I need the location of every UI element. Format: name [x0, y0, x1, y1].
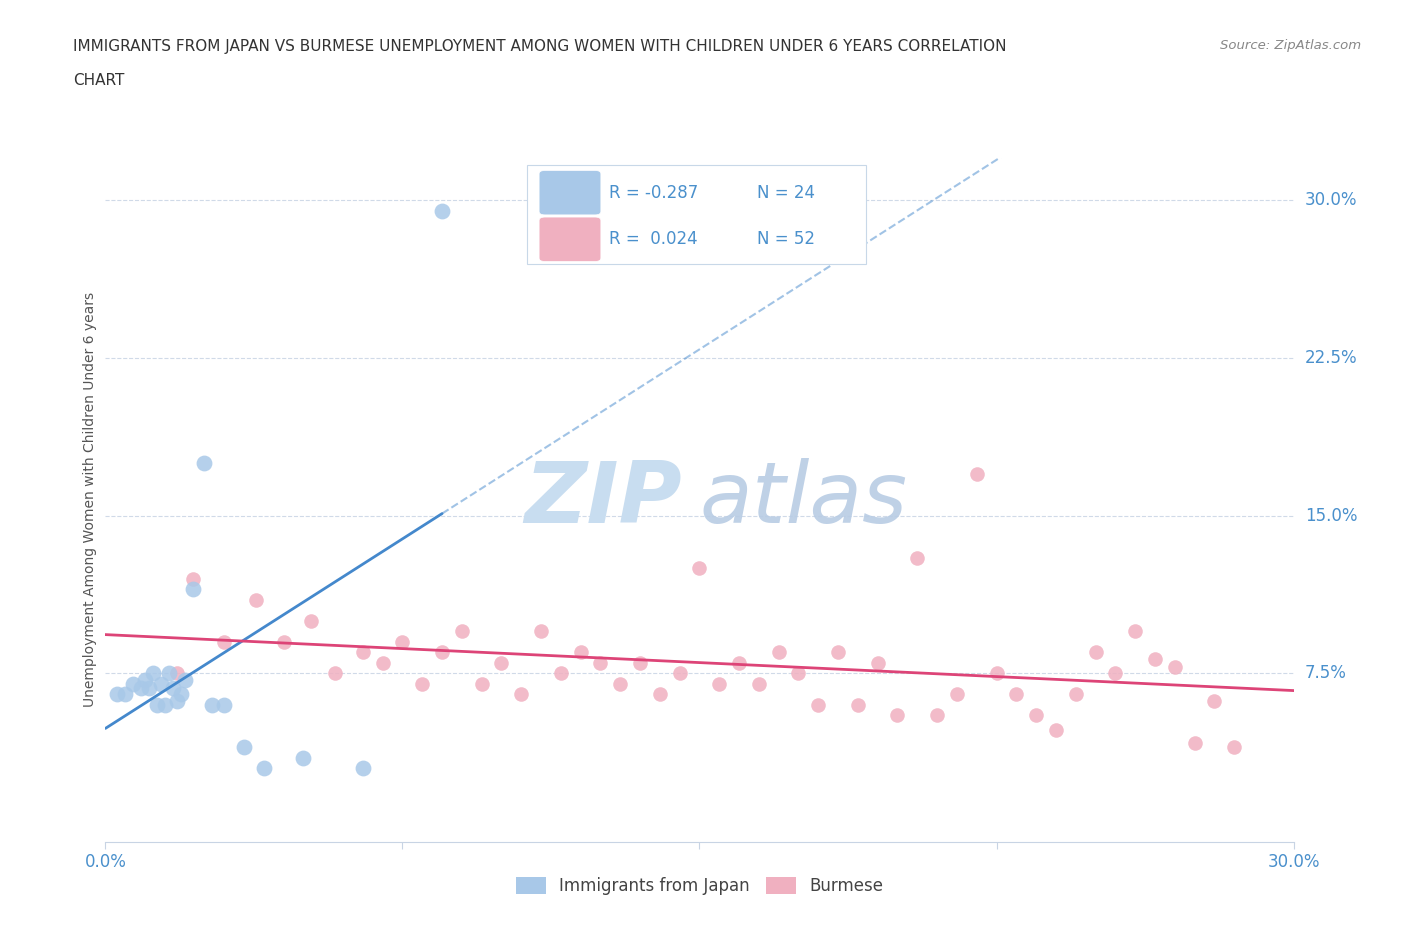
Text: 15.0%: 15.0%	[1305, 507, 1357, 525]
Point	[105, 687, 128, 702]
Point	[153, 698, 176, 712]
Point	[214, 698, 236, 712]
FancyBboxPatch shape	[538, 217, 600, 261]
Point	[905, 551, 928, 565]
Point	[129, 681, 152, 696]
Point	[114, 687, 136, 702]
Point	[299, 614, 322, 629]
Legend: Immigrants from Japan, Burmese: Immigrants from Japan, Burmese	[509, 870, 890, 902]
Point	[846, 698, 869, 712]
Y-axis label: Unemployment Among Women with Children Under 6 years: Unemployment Among Women with Children U…	[83, 292, 97, 708]
Point	[323, 666, 346, 681]
Point	[253, 761, 276, 776]
Point	[491, 656, 513, 671]
Point	[292, 751, 315, 765]
Text: 30.0%: 30.0%	[1305, 192, 1357, 209]
Point	[966, 466, 988, 481]
Point	[510, 687, 533, 702]
Point	[946, 687, 969, 702]
Point	[166, 693, 188, 708]
Text: ZIP: ZIP	[524, 458, 682, 541]
Point	[925, 708, 948, 723]
Point	[668, 666, 690, 681]
Point	[986, 666, 1008, 681]
Point	[166, 666, 188, 681]
Point	[134, 672, 156, 687]
Point	[1025, 708, 1047, 723]
Text: N = 52: N = 52	[758, 231, 815, 248]
Point	[352, 644, 374, 659]
Point	[181, 571, 204, 586]
Point	[352, 761, 374, 776]
Point	[273, 634, 295, 649]
Point	[430, 204, 453, 219]
Point	[170, 687, 193, 702]
Point	[709, 676, 731, 691]
Point	[609, 676, 631, 691]
Point	[1204, 693, 1226, 708]
Point	[550, 666, 572, 681]
Point	[201, 698, 224, 712]
Text: CHART: CHART	[73, 73, 125, 87]
Point	[807, 698, 830, 712]
Point	[787, 666, 810, 681]
Text: R = -0.287: R = -0.287	[609, 184, 699, 202]
Point	[430, 644, 453, 659]
Point	[157, 666, 180, 681]
Point	[648, 687, 671, 702]
Point	[768, 644, 790, 659]
Point	[138, 681, 160, 696]
Point	[122, 676, 145, 691]
Point	[214, 634, 236, 649]
Point	[149, 676, 172, 691]
Text: 22.5%: 22.5%	[1305, 349, 1357, 367]
Point	[233, 739, 256, 754]
Point	[162, 681, 184, 696]
Point	[1104, 666, 1126, 681]
Point	[628, 656, 651, 671]
Text: R =  0.024: R = 0.024	[609, 231, 697, 248]
Text: atlas: atlas	[700, 458, 907, 541]
Point	[1045, 723, 1067, 737]
Point	[589, 656, 612, 671]
Point	[1143, 651, 1166, 666]
Point	[450, 624, 472, 639]
FancyBboxPatch shape	[538, 170, 600, 215]
Text: Source: ZipAtlas.com: Source: ZipAtlas.com	[1220, 39, 1361, 52]
Point	[411, 676, 433, 691]
Point	[146, 698, 169, 712]
Point	[173, 672, 195, 687]
Point	[391, 634, 413, 649]
Point	[530, 624, 553, 639]
Text: IMMIGRANTS FROM JAPAN VS BURMESE UNEMPLOYMENT AMONG WOMEN WITH CHILDREN UNDER 6 : IMMIGRANTS FROM JAPAN VS BURMESE UNEMPLO…	[73, 39, 1007, 54]
Point	[1123, 624, 1146, 639]
FancyBboxPatch shape	[527, 165, 866, 264]
Point	[1005, 687, 1028, 702]
Point	[728, 656, 751, 671]
Point	[827, 644, 849, 659]
Point	[193, 456, 215, 471]
Point	[1164, 659, 1187, 674]
Point	[1223, 739, 1246, 754]
Text: 7.5%: 7.5%	[1305, 664, 1347, 683]
Point	[569, 644, 592, 659]
Point	[142, 666, 165, 681]
Point	[1064, 687, 1087, 702]
Point	[748, 676, 770, 691]
Point	[689, 561, 711, 576]
Text: N = 24: N = 24	[758, 184, 815, 202]
Point	[1184, 736, 1206, 751]
Point	[866, 656, 889, 671]
Point	[181, 582, 204, 597]
Point	[471, 676, 494, 691]
Point	[371, 656, 394, 671]
Point	[1084, 644, 1107, 659]
Point	[245, 592, 267, 607]
Point	[886, 708, 908, 723]
